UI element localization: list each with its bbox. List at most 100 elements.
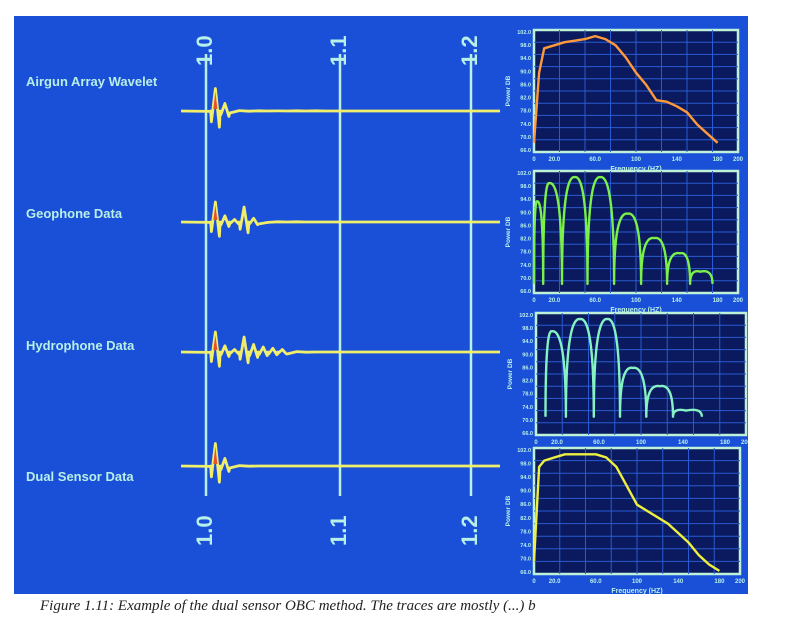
spectrum-xtick-label: 140 [672, 157, 683, 163]
trace-label: Hydrophone Data [26, 338, 135, 353]
trace-peak-highlight [213, 446, 218, 464]
trace-peak-highlight [213, 91, 218, 109]
spectrum-ylabel: Power DB [505, 216, 512, 247]
time-tick-label-bottom: 1.2 [457, 515, 482, 546]
spectrum-ytick-label: 90.0 [520, 489, 531, 495]
spectrum-xtick-label: 180 [714, 579, 725, 585]
traces: Airgun Array Wavelet Geophone Data Hydroph… [26, 74, 500, 484]
spectrum-xlabel: Frequency (HZ) [611, 588, 662, 594]
spectrum-ytick-label: 66.0 [520, 289, 531, 295]
spectrum-xtick-label: 200 [733, 157, 744, 163]
spectrum-ytick-label: 98.0 [520, 184, 531, 190]
spectrum-xtick-label: 100 [631, 298, 642, 304]
spectrum-ytick-label: 86.0 [520, 502, 531, 508]
spectrum-xtick-label: 60.0 [589, 157, 601, 163]
spectrum-ytick-label: 102.0 [517, 171, 531, 177]
spectrum-curve [532, 34, 719, 144]
time-tick-label-bottom: 1.1 [326, 515, 351, 546]
spectrum-xtick-label: 20.0 [549, 157, 561, 163]
spectrum-ytick-label: 94.0 [522, 339, 533, 345]
spectrum-ytick-label: 78.0 [522, 392, 533, 398]
spectrum-ytick-label: 74.0 [520, 122, 531, 128]
time-tick-label-top: 1.2 [457, 35, 482, 66]
spectrum-ytick-label: 70.0 [520, 276, 531, 282]
spectrum-ytick-label: 70.0 [520, 556, 531, 562]
trace-peak-highlight [213, 335, 218, 350]
spectrum-xlabel: Frequency (HZ) [610, 307, 661, 314]
figure-caption: Figure 1.11: Example of the dual sensor … [40, 598, 536, 614]
spectrum-xtick-label: 140 [673, 579, 684, 585]
spectrum-xtick-label: 0 [532, 298, 536, 304]
spectrum-ytick-label: 94.0 [520, 56, 531, 62]
spectrum-ytick-label: 98.0 [522, 326, 533, 332]
spectrum-ytick-label: 90.0 [520, 210, 531, 216]
spectrum-ytick-label: 78.0 [520, 109, 531, 115]
spectrum-ytick-label: 94.0 [520, 475, 531, 481]
spectrum-xtick-label: 0 [532, 579, 536, 585]
spectrum-xtick-label: 60.0 [593, 440, 605, 446]
spectrum-ytick-label: 70.0 [522, 418, 533, 424]
spectrum-ylabel: Power DB [505, 495, 512, 526]
spectrum-panel-1: 102.0 98.0 94.0 90.0 86.0 82.0 78.0 74.0 70.0 66.… [505, 169, 744, 314]
spectrum-xtick-label: 140 [678, 440, 689, 446]
spectrum-ytick-label: 78.0 [520, 250, 531, 256]
spectrum-ytick-label: 86.0 [522, 365, 533, 371]
spectrum-ytick-label: 94.0 [520, 197, 531, 203]
spectrum-panel-0: 102.0 98.0 94.0 90.0 86.0 82.0 78.0 74.0 70.0 66.… [505, 28, 744, 173]
spectrum-ytick-label: 70.0 [520, 135, 531, 141]
time-tick-labels-top: 1.0 1.1 1.2 [192, 35, 482, 66]
time-tick-labels-bottom: 1.0 1.1 1.2 [192, 515, 482, 546]
spectrum-ytick-label: 90.0 [522, 352, 533, 358]
spectrum-ytick-label: 98.0 [520, 43, 531, 49]
spectrum-ytick-label: 78.0 [520, 529, 531, 535]
spectrum-panels: 102.0 98.0 94.0 90.0 86.0 82.0 78.0 74.0 70.0 66.… [505, 28, 748, 594]
spectrum-ytick-label: 82.0 [520, 237, 531, 243]
spectrum-xtick-label: 60.0 [589, 298, 601, 304]
spectrum-xtick-label: 200 [741, 440, 748, 446]
spectrum-curve [532, 453, 721, 572]
spectrum-xlabel: Frequency (HZ) [610, 166, 661, 173]
spectrum-xtick-label: 60.0 [590, 579, 602, 585]
trace-line [180, 200, 500, 238]
spectrum-ytick-label: 74.0 [520, 263, 531, 269]
spectrum-ytick-label: 102.0 [517, 30, 531, 36]
spectrum-ytick-label: 66.0 [520, 148, 531, 154]
time-gridlines [204, 54, 473, 496]
spectrum-xtick-label: 0 [532, 157, 536, 163]
spectrum-xtick-label: 100 [631, 157, 642, 163]
spectrum-xtick-label: 180 [713, 298, 724, 304]
trace-line [180, 330, 500, 368]
spectrum-xtick-label: 100 [636, 440, 647, 446]
spectrum-xtick-label: 20.0 [549, 298, 561, 304]
spectrum-ytick-label: 86.0 [520, 82, 531, 88]
spectrum-ytick-label: 74.0 [520, 543, 531, 549]
spectrum-ytick-label: 66.0 [520, 570, 531, 576]
spectrum-ytick-label: 102.0 [519, 313, 533, 319]
spectrum-xtick-label: 140 [672, 298, 683, 304]
spectrum-ytick-label: 102.0 [517, 448, 531, 454]
spectrum-ytick-label: 82.0 [520, 96, 531, 102]
slide: 1.0 1.1 1.2 1.0 1.1 1.2 Airgun Array Wavelet… [14, 16, 748, 594]
trace-line [180, 442, 500, 484]
trace-label: Geophone Data [26, 206, 123, 221]
spectrum-ylabel: Power DB [507, 358, 514, 389]
spectrum-ytick-label: 66.0 [522, 431, 533, 437]
time-tick-label-top: 1.0 [192, 35, 217, 66]
trace-label: Dual Sensor Data [26, 469, 134, 484]
spectrum-xtick-label: 100 [632, 579, 643, 585]
spectrum-ytick-label: 82.0 [522, 379, 533, 385]
spectrum-xtick-label: 180 [713, 157, 724, 163]
time-tick-label-bottom: 1.0 [192, 515, 217, 546]
spectrum-xtick-label: 20.0 [551, 440, 563, 446]
spectrum-ytick-label: 86.0 [520, 223, 531, 229]
spectrum-ytick-label: 98.0 [520, 462, 531, 468]
spectrum-xtick-label: 200 [733, 298, 744, 304]
spectrum-xtick-label: 180 [720, 440, 731, 446]
time-tick-label-top: 1.1 [326, 35, 351, 66]
spectrum-curve [532, 175, 714, 286]
spectrum-xtick-label: 200 [735, 579, 746, 585]
spectrum-ylabel: Power DB [505, 75, 512, 106]
trace-label: Airgun Array Wavelet [26, 74, 158, 89]
trace-line [180, 87, 500, 129]
spectrum-curve [544, 317, 704, 418]
